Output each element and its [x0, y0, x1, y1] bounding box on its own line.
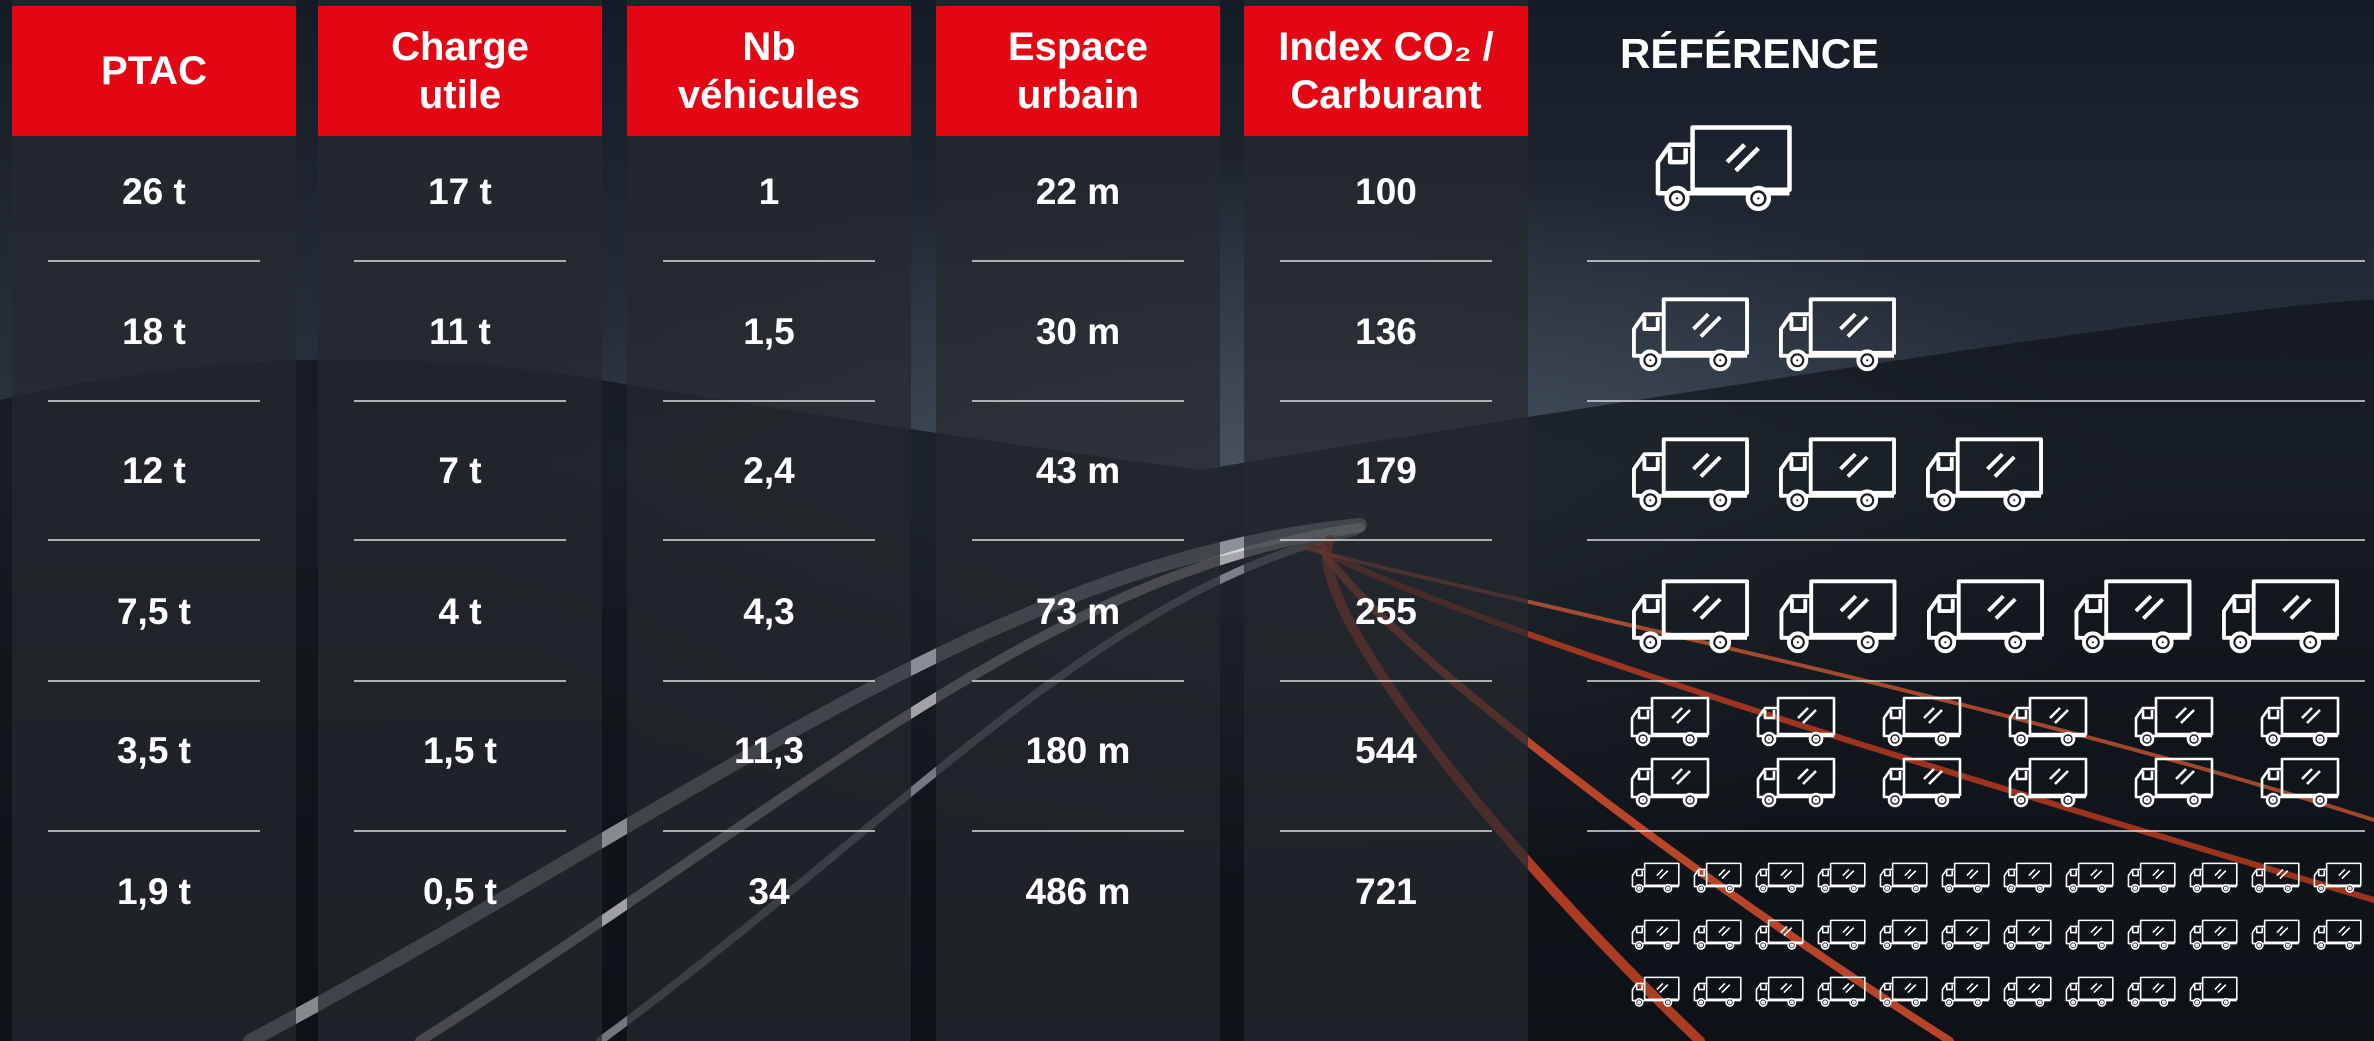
truck-icon — [2004, 977, 2050, 1006]
truck-icon — [1694, 920, 1740, 949]
truck-icon — [2190, 863, 2236, 892]
truck-icon — [2314, 863, 2360, 892]
truck-icon — [2262, 759, 2338, 806]
row-separator — [1587, 539, 2365, 541]
truck-icon — [1884, 759, 1960, 806]
truck-icon — [1884, 698, 1960, 745]
reference-icons — [0, 0, 2374, 1041]
truck-icon — [2136, 759, 2212, 806]
truck-icon — [1658, 127, 1790, 208]
truck-icon — [2314, 920, 2360, 949]
truck-icon — [1880, 920, 1926, 949]
truck-icon — [1818, 977, 1864, 1006]
truck-icon — [1694, 977, 1740, 1006]
truck-icon — [1781, 439, 1894, 509]
truck-icon — [1758, 759, 1834, 806]
truck-icon — [1634, 439, 1747, 509]
truck-icon — [2076, 581, 2189, 651]
row-separator — [1587, 830, 2365, 832]
truck-icon — [1928, 439, 2041, 509]
truck-icon — [2004, 863, 2050, 892]
truck-icon — [2252, 863, 2298, 892]
truck-icon — [1880, 977, 1926, 1006]
truck-icon — [1942, 863, 1988, 892]
truck-icon — [2224, 581, 2337, 651]
truck-icon — [1818, 920, 1864, 949]
truck-icon — [2262, 698, 2338, 745]
page: PTAC26 t18 t12 t7,5 t3,5 t1,9 tCharge ut… — [0, 0, 2374, 1041]
truck-icon — [2190, 977, 2236, 1006]
truck-icon — [1942, 920, 1988, 949]
truck-icon — [1880, 863, 1926, 892]
truck-icon — [1756, 977, 1802, 1006]
truck-icon — [1781, 299, 1894, 369]
truck-icon — [2066, 920, 2112, 949]
truck-icon — [1634, 299, 1747, 369]
truck-icon — [1818, 863, 1864, 892]
truck-icon — [2252, 920, 2298, 949]
row-separator — [1587, 400, 2365, 402]
truck-icon — [1634, 581, 1747, 651]
truck-icon — [1694, 863, 1740, 892]
row-separator — [1587, 260, 2365, 262]
truck-icon — [2004, 920, 2050, 949]
truck-icon — [2010, 698, 2086, 745]
truck-icon — [2128, 863, 2174, 892]
truck-icon — [2128, 920, 2174, 949]
truck-icon — [1632, 863, 1678, 892]
truck-icon — [2066, 977, 2112, 1006]
truck-icon — [1758, 698, 1834, 745]
truck-icon — [1929, 581, 2042, 651]
truck-icon — [1756, 863, 1802, 892]
row-separator — [1587, 680, 2365, 682]
truck-icon — [1942, 977, 1988, 1006]
truck-icon — [1756, 920, 1802, 949]
truck-icon — [2128, 977, 2174, 1006]
truck-icon — [2190, 920, 2236, 949]
truck-icon — [1632, 920, 1678, 949]
truck-icon — [1632, 759, 1708, 806]
truck-icon — [2066, 863, 2112, 892]
truck-icon — [1781, 581, 1894, 651]
truck-icon — [1632, 977, 1678, 1006]
truck-icon — [1632, 698, 1708, 745]
truck-icon — [2136, 698, 2212, 745]
truck-icon — [2010, 759, 2086, 806]
